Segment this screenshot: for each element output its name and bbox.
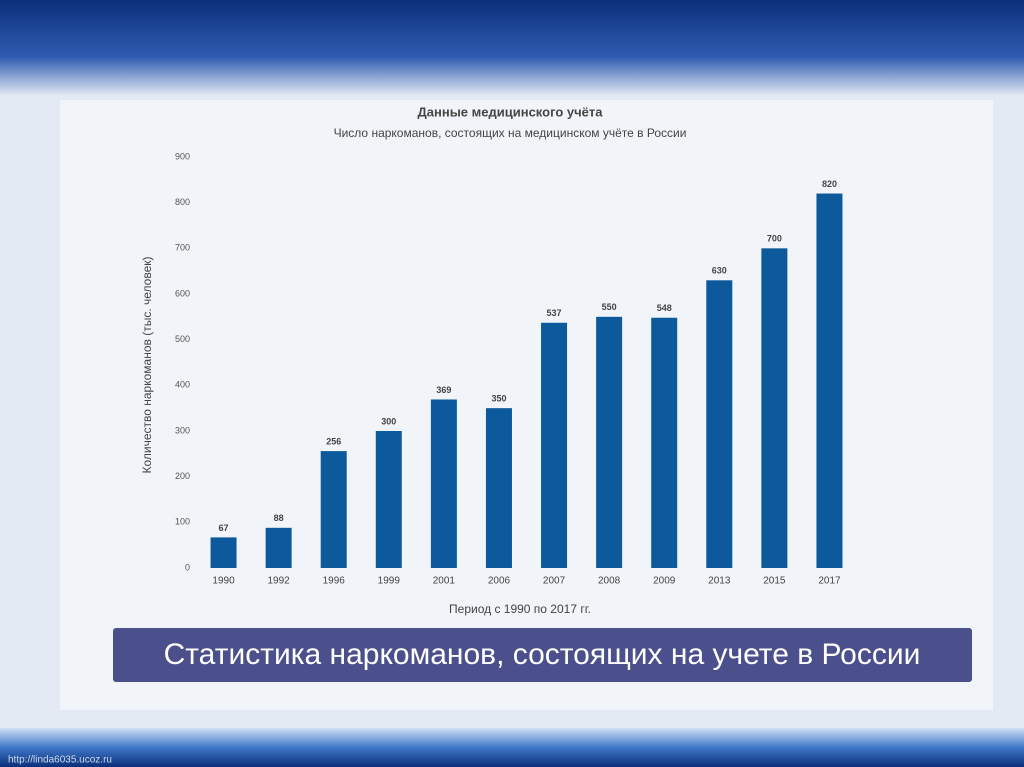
- bar: [265, 527, 292, 568]
- value-label: 350: [491, 394, 506, 404]
- x-tick-label: 2001: [433, 576, 456, 587]
- bar: [706, 280, 733, 568]
- x-tick-label: 1999: [378, 576, 401, 587]
- x-tick-label: 2017: [818, 576, 841, 587]
- y-tick-label: 100: [175, 517, 190, 527]
- x-tick-label: 2013: [708, 576, 731, 587]
- y-tick-label: 300: [175, 425, 190, 435]
- y-axis-label: Количество наркоманов (тыс. человек): [140, 256, 154, 473]
- bar: [541, 322, 568, 568]
- x-tick-label: 1992: [268, 576, 291, 587]
- y-tick-label: 900: [175, 151, 190, 161]
- y-tick-label: 200: [175, 471, 190, 481]
- bottom-band: [0, 728, 1024, 767]
- bar: [651, 317, 678, 568]
- value-label: 256: [326, 436, 341, 446]
- x-tick-label: 1996: [323, 576, 346, 587]
- y-tick-label: 800: [175, 197, 190, 207]
- y-tick-label: 0: [185, 562, 190, 572]
- bar: [430, 399, 457, 568]
- x-tick-label: 2008: [598, 576, 621, 587]
- bar: [375, 431, 402, 568]
- y-tick-label: 400: [175, 380, 190, 390]
- value-label: 630: [712, 266, 727, 276]
- x-tick-label: 2009: [653, 576, 676, 587]
- y-tick-label: 700: [175, 243, 190, 253]
- x-tick-label: 2006: [488, 576, 511, 587]
- x-axis-label: Период с 1990 по 2017 гг.: [449, 602, 591, 616]
- value-label: 300: [381, 416, 396, 426]
- bar: [485, 408, 512, 568]
- x-tick-label: 2007: [543, 576, 566, 587]
- value-label: 820: [822, 179, 837, 189]
- value-label: 548: [657, 303, 672, 313]
- top-band: [0, 0, 1024, 95]
- bar: [320, 451, 347, 568]
- value-label: 537: [547, 308, 562, 318]
- bar: [596, 316, 623, 568]
- bar: [816, 193, 843, 569]
- bar: [761, 248, 788, 569]
- footer-url: http://linda6035.ucoz.ru: [8, 755, 112, 766]
- chart-subtitle: Число наркоманов, состоящих на медицинск…: [334, 126, 687, 140]
- y-tick-label: 500: [175, 334, 190, 344]
- value-label: 550: [602, 302, 617, 312]
- x-tick-label: 2015: [763, 576, 786, 587]
- chart-title: Данные медицинского учёта: [418, 104, 604, 119]
- value-label: 700: [767, 234, 782, 244]
- chart-panel: [60, 100, 993, 710]
- value-label: 67: [219, 523, 229, 533]
- value-label: 88: [274, 513, 284, 523]
- bar: [210, 537, 237, 568]
- value-label: 369: [436, 385, 451, 395]
- caption-box: [113, 628, 972, 682]
- caption: Статистика наркоманов, состоящих на учет…: [164, 638, 921, 671]
- y-tick-label: 600: [175, 288, 190, 298]
- x-tick-label: 1990: [212, 576, 235, 587]
